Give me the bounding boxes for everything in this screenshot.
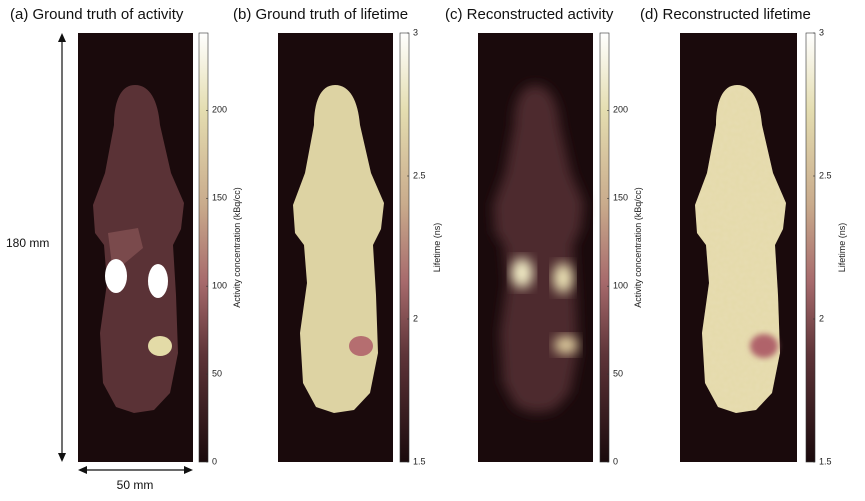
colorbar-tick-label: 2	[413, 313, 418, 323]
colorbar-tick-label: 2.5	[819, 170, 832, 180]
panel-title: (c) Reconstructed activity	[445, 6, 614, 23]
colorbar-tick-label: 100	[212, 281, 227, 291]
colorbar	[198, 32, 209, 463]
scale-bar	[58, 33, 193, 474]
colorbar-label: Lifetime (ns)	[432, 223, 442, 273]
colorbar-tick-label: 2	[819, 313, 824, 323]
colorbar-tick-label: 3	[413, 27, 418, 37]
panel-title: (a) Ground truth of activity	[10, 6, 184, 23]
colorbar	[599, 32, 610, 463]
scale-label: 50 mm	[117, 478, 154, 492]
colorbar-tick-label: 200	[613, 105, 628, 115]
colorbar-tick-label: 50	[212, 368, 222, 378]
colorbar	[805, 32, 816, 463]
colorbar-label: Lifetime (ns)	[837, 223, 847, 273]
image-d	[680, 33, 797, 462]
colorbar-tick-label: 0	[613, 456, 618, 466]
colorbar-tick-label: 3	[819, 27, 824, 37]
image-a	[78, 33, 193, 462]
image-c	[478, 33, 593, 462]
panel-title: (d) Reconstructed lifetime	[640, 6, 811, 23]
image-b	[278, 33, 393, 462]
colorbar-tick-label: 150	[613, 193, 628, 203]
colorbar-tick-label: 100	[613, 281, 628, 291]
colorbar-tick-label: 0	[212, 456, 217, 466]
colorbar-label: Activity concentration (kBq/cc)	[232, 187, 242, 308]
colorbar-label: Activity concentration (kBq/cc)	[633, 187, 643, 308]
colorbar-tick-label: 1.5	[413, 456, 426, 466]
colorbar-tick-label: 1.5	[819, 456, 832, 466]
colorbar-tick-label: 50	[613, 368, 623, 378]
colorbar	[399, 32, 410, 463]
panel-title: (b) Ground truth of lifetime	[233, 6, 408, 23]
colorbar-tick-label: 150	[212, 193, 227, 203]
scale-label: 180 mm	[6, 236, 49, 250]
colorbar-tick-label: 200	[212, 105, 227, 115]
colorbar-tick-label: 2.5	[413, 170, 426, 180]
